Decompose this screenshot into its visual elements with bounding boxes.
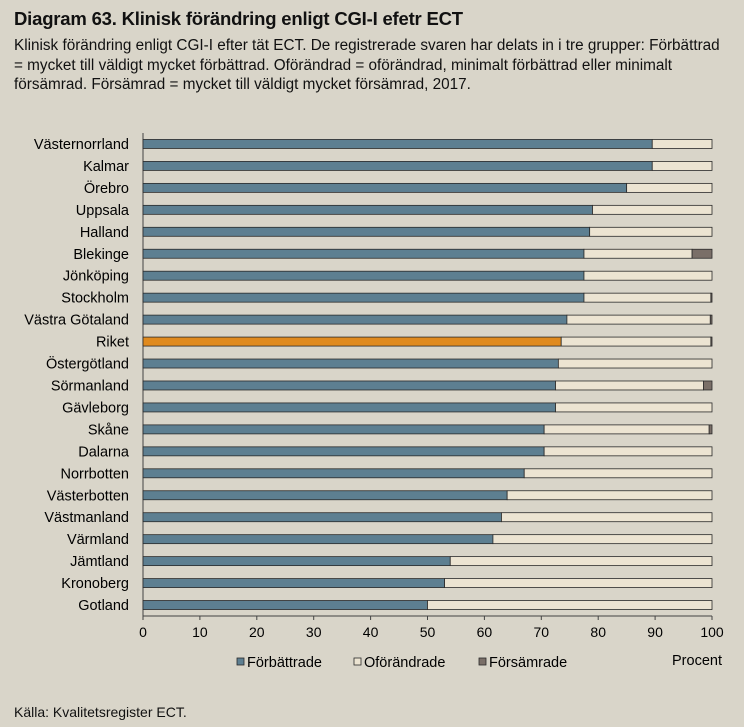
legend-swatch: [478, 657, 487, 666]
category-label: Stockholm: [61, 291, 129, 307]
source-note: Källa: Kvalitetsregister ECT.: [14, 704, 187, 720]
x-tick-label: 100: [700, 624, 724, 640]
bar-f-rb-ttrade: [142, 600, 428, 610]
bar-f-rb-ttrade: [142, 534, 494, 545]
bar-of-r-ndrade: [583, 292, 712, 303]
legend-label: Oförändrade: [364, 655, 445, 671]
bar-of-r-ndrade: [583, 248, 693, 259]
chart-subtitle: Klinisk förändring enligt CGI-I efter tä…: [14, 37, 720, 93]
bar-f-rb-ttrade: [142, 204, 593, 215]
bar-f-rb-ttrade: [142, 314, 568, 325]
bar-f-rb-ttrade: [142, 490, 508, 501]
category-label: Sörmanland: [51, 378, 129, 394]
bar-f-rb-ttrade: [142, 182, 628, 193]
bar-f-rb-ttrade: [142, 139, 653, 149]
chart-title: Diagram 63. Klinisk förändring enligt CG…: [14, 8, 463, 29]
bar-f-rs-mrade: [708, 424, 713, 435]
bar-f-rb-ttrade: [142, 248, 585, 259]
bar-f-rs-mrade: [691, 248, 713, 259]
bar-of-r-ndrade: [427, 600, 713, 610]
bar-f-rb-ttrade: [142, 292, 585, 303]
category-label: Kalmar: [83, 159, 129, 175]
bar-of-r-ndrade: [555, 402, 713, 413]
bar-f-rb-ttrade: [142, 446, 545, 457]
bar-of-r-ndrade: [566, 314, 711, 325]
category-label: Örebro: [84, 179, 129, 197]
bar-f-rs-mrade: [710, 336, 713, 347]
x-tick-label: 0: [139, 624, 147, 640]
bar-of-r-ndrade: [651, 161, 713, 171]
legend-swatch: [236, 657, 245, 666]
bar-of-r-ndrade: [492, 534, 713, 545]
bar-of-r-ndrade: [626, 182, 713, 193]
category-label: Norrbotten: [60, 466, 129, 482]
bar-f-rb-ttrade: [142, 578, 445, 588]
bar-f-rb-ttrade: [142, 424, 545, 435]
legend-swatch: [353, 657, 362, 666]
x-tick-label: 30: [306, 624, 322, 640]
bar-f-rb-ttrade: [142, 270, 585, 281]
x-tick-label: 60: [477, 624, 493, 640]
category-label: Västerbotten: [47, 488, 129, 504]
x-tick-label: 80: [590, 624, 606, 640]
x-tick-label: 90: [647, 624, 663, 640]
bar-f-rs-mrade: [710, 292, 713, 303]
category-label: Värmland: [67, 532, 129, 548]
bar-of-r-ndrade: [543, 446, 713, 457]
bar-of-r-ndrade: [501, 512, 713, 523]
bar-of-r-ndrade: [583, 270, 713, 281]
category-label: Skåne: [88, 422, 129, 438]
bar-f-rb-ttrade: [142, 556, 451, 567]
bar-of-r-ndrade: [555, 380, 704, 391]
bar-f-rb-ttrade: [142, 380, 556, 391]
x-tick-label: 50: [420, 624, 436, 640]
bar-f-rb-ttrade: [142, 468, 525, 479]
bar-f-rb-ttrade: [142, 336, 562, 347]
category-label: Västernorrland: [34, 137, 129, 153]
legend-label: Försämrade: [489, 655, 567, 671]
category-label: Dalarna: [78, 444, 130, 460]
category-label: Västmanland: [44, 510, 129, 526]
category-label: Gävleborg: [62, 400, 129, 416]
bar-of-r-ndrade: [560, 336, 712, 347]
category-label: Jämtland: [70, 554, 129, 570]
x-axis-label: Procent: [672, 653, 722, 669]
x-tick-label: 70: [534, 624, 550, 640]
category-label: Blekinge: [73, 247, 129, 263]
x-tick-label: 10: [192, 624, 208, 640]
bar-of-r-ndrade: [444, 578, 713, 588]
bar-of-r-ndrade: [589, 226, 713, 237]
bar-of-r-ndrade: [523, 468, 713, 479]
category-label: Östergötland: [46, 355, 129, 373]
bar-f-rs-mrade: [709, 314, 713, 325]
bar-f-rb-ttrade: [142, 512, 502, 523]
bar-of-r-ndrade: [557, 358, 713, 369]
category-label: Jönköping: [63, 269, 129, 285]
legend: Förbättrade Oförändrade Försämrade: [236, 655, 567, 671]
legend-label: Förbättrade: [247, 655, 322, 671]
bar-f-rb-ttrade: [142, 402, 556, 413]
bar-of-r-ndrade: [543, 424, 710, 435]
category-label: Västra Götaland: [24, 313, 129, 329]
category-label: Gotland: [78, 598, 129, 614]
bar-f-rb-ttrade: [142, 161, 653, 171]
bar-f-rb-ttrade: [142, 358, 559, 369]
x-tick-label: 20: [249, 624, 265, 640]
category-label: Riket: [96, 335, 129, 351]
bar-of-r-ndrade: [592, 204, 713, 215]
bar-f-rs-mrade: [703, 380, 713, 391]
category-label: Halland: [80, 225, 129, 241]
category-label: Kronoberg: [61, 576, 129, 592]
category-label: Uppsala: [76, 203, 130, 219]
bar-of-r-ndrade: [449, 556, 713, 567]
bar-of-r-ndrade: [506, 490, 713, 501]
bar-f-rb-ttrade: [142, 226, 591, 237]
bar-of-r-ndrade: [651, 139, 713, 149]
x-tick-label: 40: [363, 624, 379, 640]
